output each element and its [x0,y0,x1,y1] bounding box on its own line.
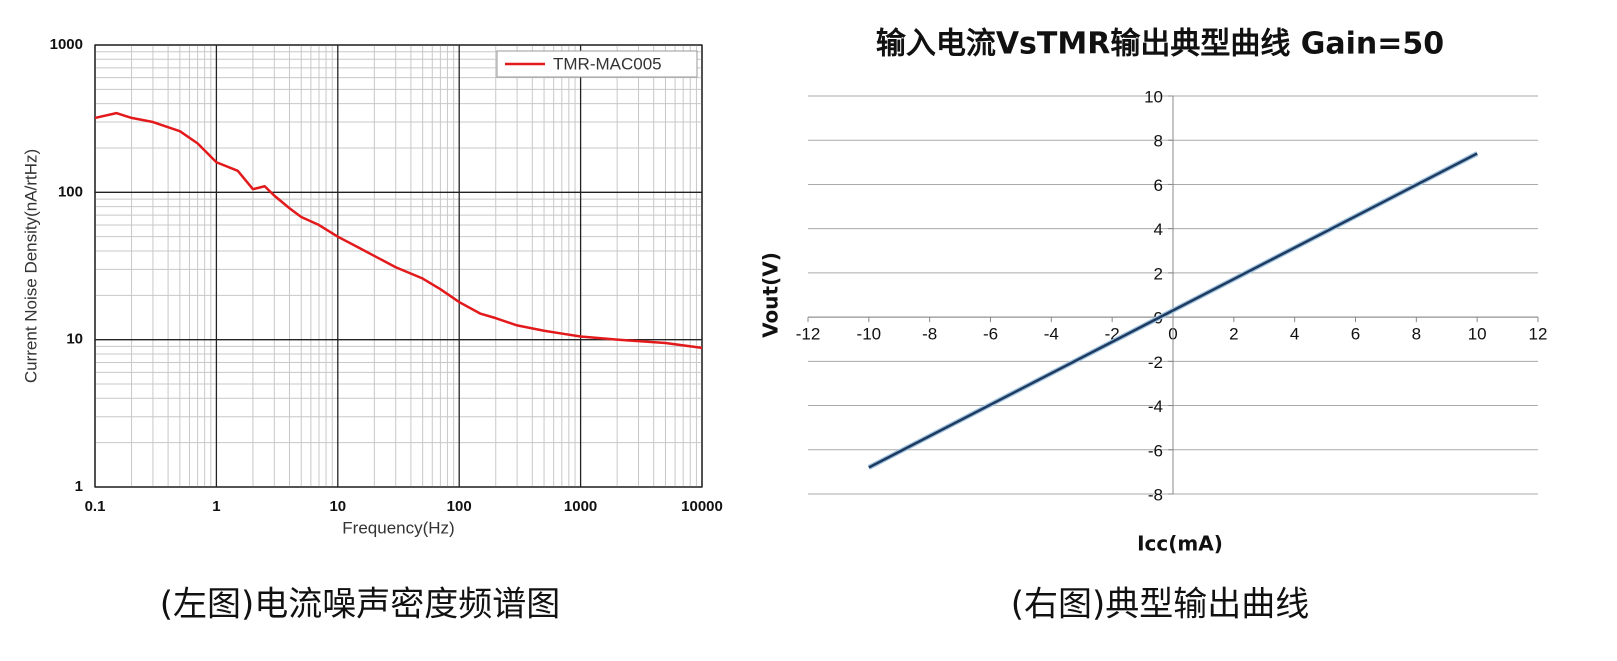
x-tick-label: 100 [447,498,472,515]
x-tick-label: 0.1 [85,498,106,515]
y-tick-label: 10 [66,331,83,348]
x-tick-label: 10 [1468,325,1487,344]
series-line [868,152,1478,469]
y-axis-label: Vout(V) [759,252,783,338]
x-tick-label: 2 [1229,325,1238,344]
legend-label: TMR-MAC005 [553,54,662,73]
y-tick-label: 1000 [50,36,83,53]
y-tick-label: -6 [1148,441,1163,460]
y-tick-label: -4 [1148,397,1163,416]
y-tick-label: 6 [1154,176,1163,195]
chart-title: 输入电流VsTMR输出典型曲线 Gain=50 [876,27,1444,62]
x-axis-label: Frequency(Hz) [342,518,454,537]
x-tick-label: 12 [1529,325,1548,344]
y-tick-label: 100 [58,183,83,200]
x-tick-label: -6 [983,325,998,344]
y-tick-label: 10 [1144,87,1163,106]
caption: (左图)电流噪声密度频谱图 [160,585,561,625]
y-tick-label: 2 [1154,264,1163,283]
x-tick-label: 10000 [681,498,723,515]
x-tick-label: -4 [1044,325,1059,344]
x-tick-label: -12 [796,325,821,344]
caption: (右图)典型输出曲线 [1011,585,1310,625]
y-tick-label: 8 [1154,132,1163,151]
x-tick-label: 10 [329,498,346,515]
y-tick-label: -2 [1148,353,1163,372]
y-tick-label: -8 [1148,485,1163,504]
x-tick-label: 1000 [564,498,597,515]
x-tick-label: 1 [212,498,220,515]
x-tick-label: -10 [857,325,882,344]
plot-area [94,44,703,488]
y-tick-label: 4 [1154,220,1163,239]
x-tick-label: 6 [1351,325,1360,344]
y-tick-label: 1 [75,478,83,495]
y-axis-label: Current Noise Density(nA/rtHz) [21,149,40,383]
x-tick-label: 8 [1412,325,1421,344]
x-axis-label: Icc(mA) [1137,532,1223,556]
x-tick-label: 4 [1290,325,1299,344]
x-tick-label: -8 [922,325,937,344]
series-line [94,111,703,350]
